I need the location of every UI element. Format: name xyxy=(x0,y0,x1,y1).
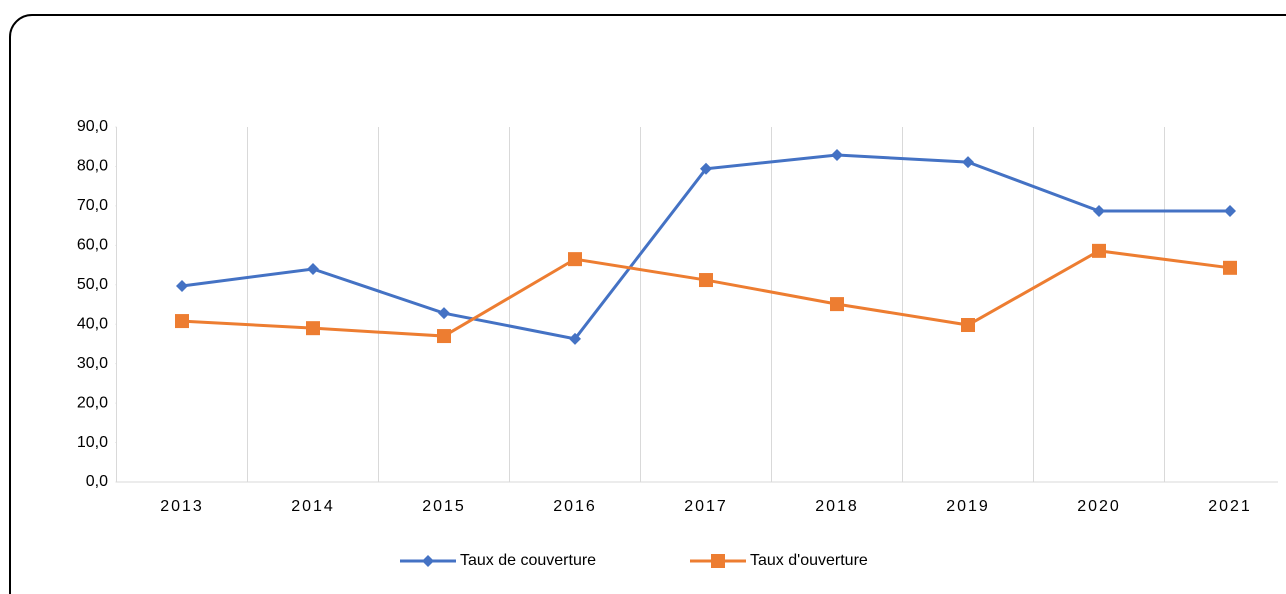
x-tick-label: 2021 xyxy=(1208,498,1252,515)
y-tick-label: 90,0 xyxy=(77,118,108,135)
x-tick-label: 2019 xyxy=(946,498,990,515)
point xyxy=(422,555,434,567)
point xyxy=(830,297,844,312)
legend-label: Taux de couverture xyxy=(460,552,596,569)
point xyxy=(176,279,188,292)
point xyxy=(1223,260,1237,275)
point xyxy=(307,263,319,275)
x-tick-label: 2020 xyxy=(1077,498,1121,515)
y-tick-label: 0,0 xyxy=(86,473,108,490)
x-tick-label: 2016 xyxy=(553,498,597,515)
y-tick-label: 30,0 xyxy=(77,355,108,372)
x-tick-label: 2018 xyxy=(815,498,859,515)
x-tick-label: 2014 xyxy=(291,498,335,515)
chart-frame xyxy=(9,14,1286,594)
point xyxy=(1224,205,1236,218)
point xyxy=(831,149,843,162)
point xyxy=(306,321,320,336)
point xyxy=(438,307,450,320)
point xyxy=(700,162,712,175)
legend-label: Taux d'ouverture xyxy=(750,552,868,569)
point xyxy=(437,329,451,344)
point xyxy=(711,554,725,568)
point xyxy=(568,252,582,267)
point xyxy=(1092,243,1106,258)
point xyxy=(961,318,975,333)
point xyxy=(1093,205,1105,218)
x-tick-label: 2015 xyxy=(422,498,466,515)
y-tick-label: 80,0 xyxy=(77,158,108,175)
y-tick-label: 20,0 xyxy=(77,394,108,411)
y-tick-label: 70,0 xyxy=(77,197,108,214)
point xyxy=(569,332,581,345)
point xyxy=(175,314,189,329)
y-tick-label: 50,0 xyxy=(77,276,108,293)
series-line xyxy=(181,249,1231,338)
y-tick-label: 40,0 xyxy=(77,315,108,332)
point xyxy=(699,273,713,288)
y-tick-label: 60,0 xyxy=(77,237,108,254)
x-tick-label: 2013 xyxy=(160,498,204,515)
series-line xyxy=(181,153,1230,341)
x-tick-label: 2017 xyxy=(684,498,728,515)
y-tick-label: 10,0 xyxy=(77,434,108,451)
point xyxy=(962,156,974,169)
